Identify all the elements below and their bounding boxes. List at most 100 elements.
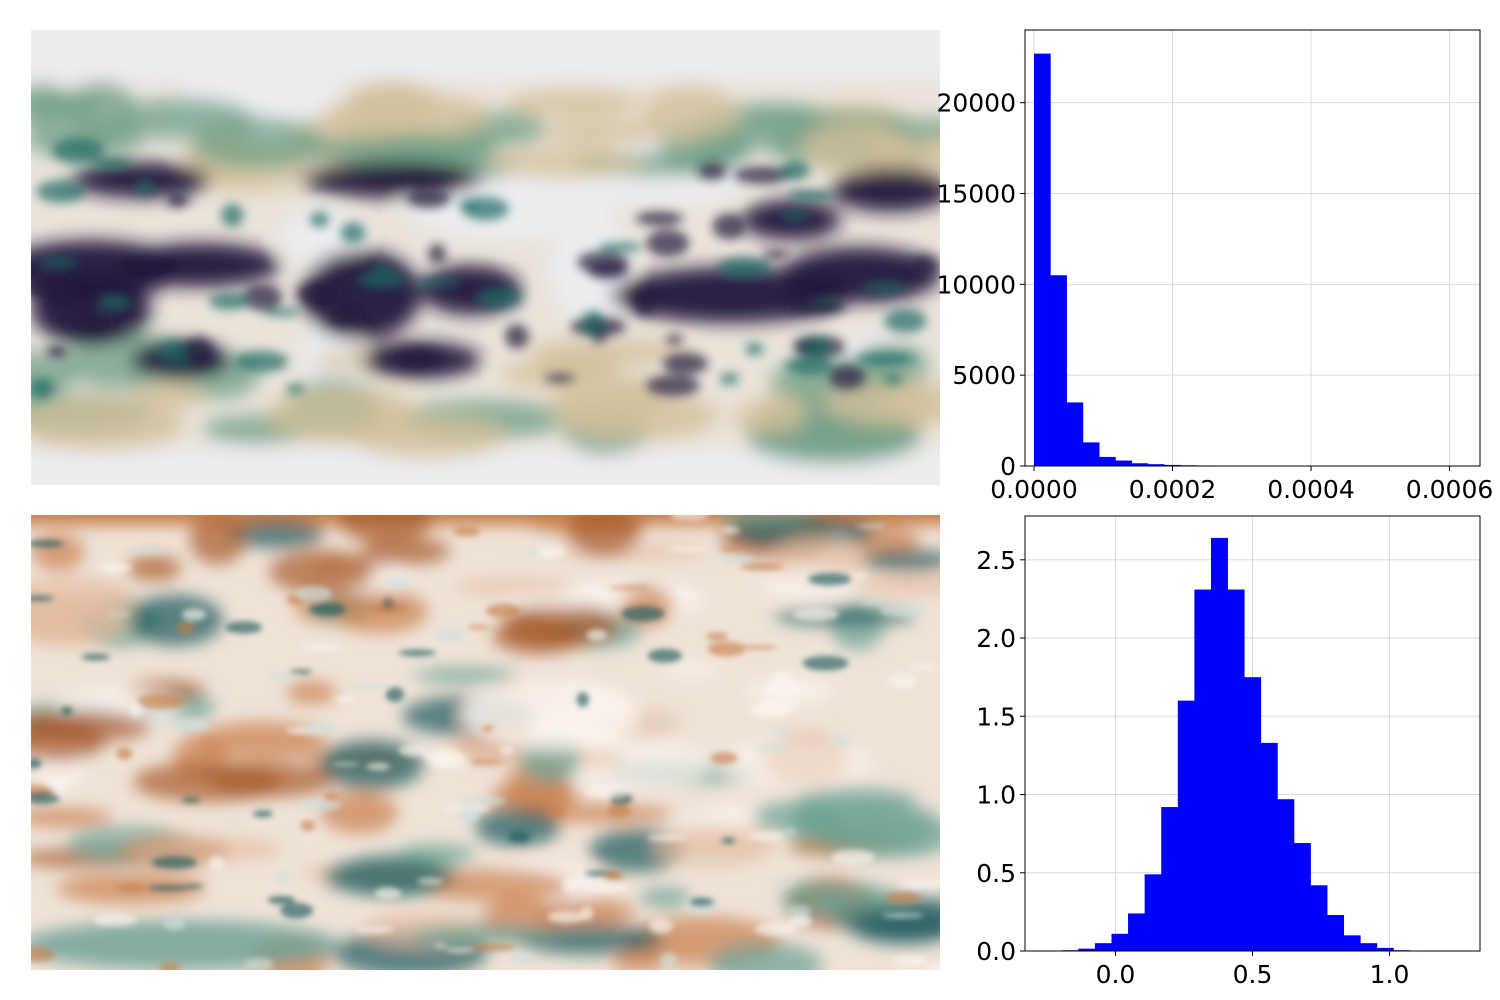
map-bottom-blob <box>567 515 641 557</box>
map-bottom-detail <box>349 682 391 690</box>
map-bottom-detail <box>309 602 346 617</box>
map-bottom-blob <box>397 844 477 864</box>
hist-top-xtick-label: 0.0000 <box>990 475 1077 504</box>
map-bottom-blob <box>612 949 664 970</box>
map-bottom-detail <box>674 587 694 595</box>
map-top-detail <box>36 179 86 203</box>
map-top-blob <box>487 146 646 180</box>
map-bottom-detail <box>647 648 683 663</box>
hist-bottom-bar <box>1327 915 1345 951</box>
map-bottom-detail <box>244 957 274 970</box>
map-top-detail <box>167 192 189 208</box>
hist-top-bar <box>1082 442 1100 466</box>
map-bottom-detail <box>808 572 852 586</box>
map-bottom-detail <box>384 576 411 588</box>
map-top-detail <box>666 334 683 345</box>
map-bottom-detail <box>710 751 738 765</box>
map-bottom-detail <box>829 736 850 748</box>
hist-bottom-bar <box>1128 913 1146 951</box>
map-top-detail <box>128 260 168 269</box>
hist-bottom-bar <box>1061 950 1079 951</box>
hist-bottom-ytick-label: 2.0 <box>976 624 1016 653</box>
map-bottom-detail <box>423 748 465 764</box>
hist-bottom-bar <box>1244 677 1262 951</box>
map-bottom-detail <box>740 562 783 571</box>
map-top-blob <box>31 30 940 80</box>
hist-top-bar <box>1196 465 1214 466</box>
map-top-detail <box>68 316 113 333</box>
map-bottom-detail <box>705 632 728 641</box>
map-bottom-detail <box>754 922 795 936</box>
map-bottom-detail <box>580 906 594 921</box>
hist-bottom-axes-frame <box>1024 515 1481 952</box>
hist-bottom-bar <box>1177 700 1195 951</box>
map-top-blob <box>731 400 807 435</box>
map-bottom-detail <box>331 762 360 767</box>
map-bottom-detail <box>208 856 225 872</box>
map-bottom-detail <box>621 605 665 622</box>
map-top-blob <box>268 384 417 443</box>
hist-top-ytick-label: 10000 <box>936 270 1016 299</box>
hist-bottom-bar <box>1227 589 1245 951</box>
map-bottom-detail <box>792 606 840 622</box>
map-bottom-blob <box>132 761 283 803</box>
hist-bottom-ytick-label: 2.5 <box>976 546 1016 575</box>
map-bottom-detail <box>831 849 876 866</box>
hist-top-xtick-label: 0.0002 <box>1129 475 1216 504</box>
hist-bottom-bar <box>1293 843 1311 951</box>
map-bottom-detail <box>747 703 790 717</box>
map-bottom-detail <box>433 943 448 949</box>
map-bottom-detail <box>181 608 207 621</box>
map-top-detail <box>183 337 215 366</box>
map-bottom-detail <box>176 621 195 635</box>
hist-top-bar <box>1099 456 1116 466</box>
map-top-blob <box>831 168 940 212</box>
map-bottom-detail <box>181 797 201 803</box>
hist-top-axes-frame <box>1024 29 1481 467</box>
map-top-blob <box>687 136 751 169</box>
hist-top-xtick-label: 0.0006 <box>1406 475 1493 504</box>
map-bottom-blob <box>31 596 131 644</box>
map-bottom-detail <box>854 572 867 580</box>
map-top-detail <box>910 255 939 274</box>
map-bottom-detail <box>586 629 608 641</box>
map-bottom-detail <box>31 539 64 548</box>
map-top-detail <box>719 373 740 385</box>
map-top-detail <box>37 257 79 269</box>
map-bottom-blob <box>818 816 940 858</box>
map-bottom-detail <box>31 946 55 963</box>
map-bottom-detail <box>892 955 928 966</box>
map-bottom-blob <box>475 806 561 848</box>
map-bottom-detail <box>151 855 198 869</box>
map-top-detail <box>697 163 727 180</box>
map-bottom-detail <box>879 603 926 618</box>
map-top-detail <box>475 286 523 309</box>
map-bottom-detail <box>99 562 132 574</box>
map-bottom-detail <box>274 870 291 884</box>
map-bottom-detail <box>485 603 521 618</box>
map-bottom-detail <box>302 722 337 737</box>
map-top-detail <box>97 293 131 311</box>
map-bottom-blob <box>517 923 665 956</box>
map-top-detail <box>92 158 132 170</box>
map-top-detail <box>544 373 575 383</box>
map-top-detail <box>297 283 340 305</box>
map-top-detail <box>407 188 450 208</box>
map-bottom-blob <box>31 533 85 571</box>
map-bottom-detail <box>884 891 922 904</box>
map-bottom-detail <box>584 784 630 798</box>
map-bottom-detail <box>802 655 849 671</box>
map-top-blob <box>191 117 327 170</box>
hist-bottom-bar <box>1194 589 1212 951</box>
map-bottom-detail <box>117 883 146 892</box>
map-bottom-blob <box>336 515 433 544</box>
map-bottom-blob <box>286 680 337 705</box>
map-bottom-detail <box>299 799 341 811</box>
map-bottom-blob <box>861 549 940 573</box>
hist-top-bar <box>1180 465 1198 466</box>
map-top-detail <box>400 176 454 186</box>
hist-top-bar <box>1147 464 1165 466</box>
map-top-detail <box>598 242 643 252</box>
map-bottom-detail <box>374 887 402 900</box>
map-bottom-detail <box>280 902 314 919</box>
